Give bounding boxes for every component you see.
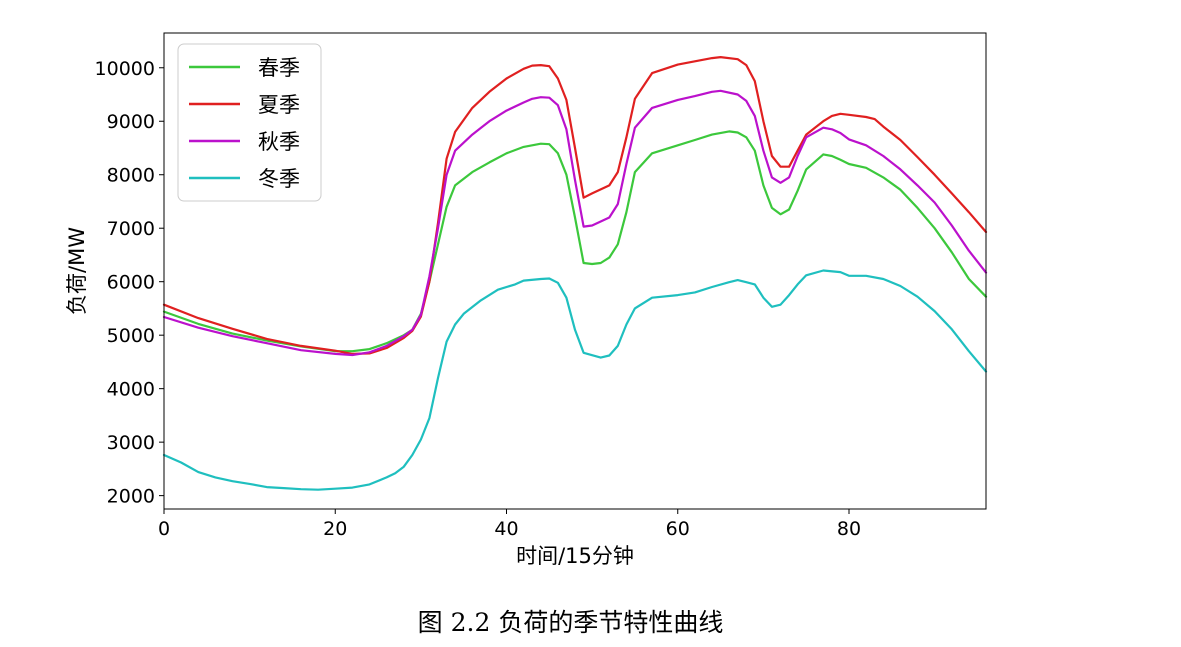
y-tick-label: 2000 — [107, 486, 155, 508]
x-tick-label: 60 — [666, 518, 690, 540]
legend-label-3: 冬季 — [258, 167, 300, 191]
x-tick-label: 20 — [323, 518, 347, 540]
series-line-2 — [162, 89, 988, 357]
y-axis-label: 负荷/MW — [65, 227, 89, 315]
x-tick-label: 0 — [158, 518, 170, 540]
season-load-chart: 0 20 40 60 80 2000 3000 4000 5000 6000 7000 8000 90… — [65, 32, 988, 568]
plot-frame — [163, 32, 987, 510]
x-axis-label: 时间/15分钟 — [516, 544, 634, 568]
y-tick-label: 4000 — [107, 379, 155, 401]
y-axis: 2000 3000 4000 5000 6000 7000 8000 9000 10000 — [95, 58, 164, 508]
y-tick-label: 10000 — [95, 58, 155, 80]
y-tick-label: 9000 — [107, 111, 155, 133]
y-tick-label: 3000 — [107, 432, 155, 454]
series-layer — [162, 56, 988, 491]
y-tick-label: 6000 — [107, 272, 155, 294]
figure-caption: 图 2.2 负荷的季节特性曲线 — [417, 608, 724, 637]
x-axis: 0 20 40 60 80 — [158, 509, 861, 540]
legend-label-1: 夏季 — [258, 93, 300, 117]
legend-label-0: 春季 — [258, 56, 300, 80]
y-tick-label: 8000 — [107, 165, 155, 187]
x-tick-label: 80 — [837, 518, 861, 540]
y-tick-label: 5000 — [107, 325, 155, 347]
legend-box — [177, 43, 322, 202]
x-tick-label: 40 — [494, 518, 518, 540]
series-line-3 — [162, 269, 988, 491]
legend-label-2: 秋季 — [258, 130, 300, 154]
y-tick-label: 7000 — [107, 218, 155, 240]
